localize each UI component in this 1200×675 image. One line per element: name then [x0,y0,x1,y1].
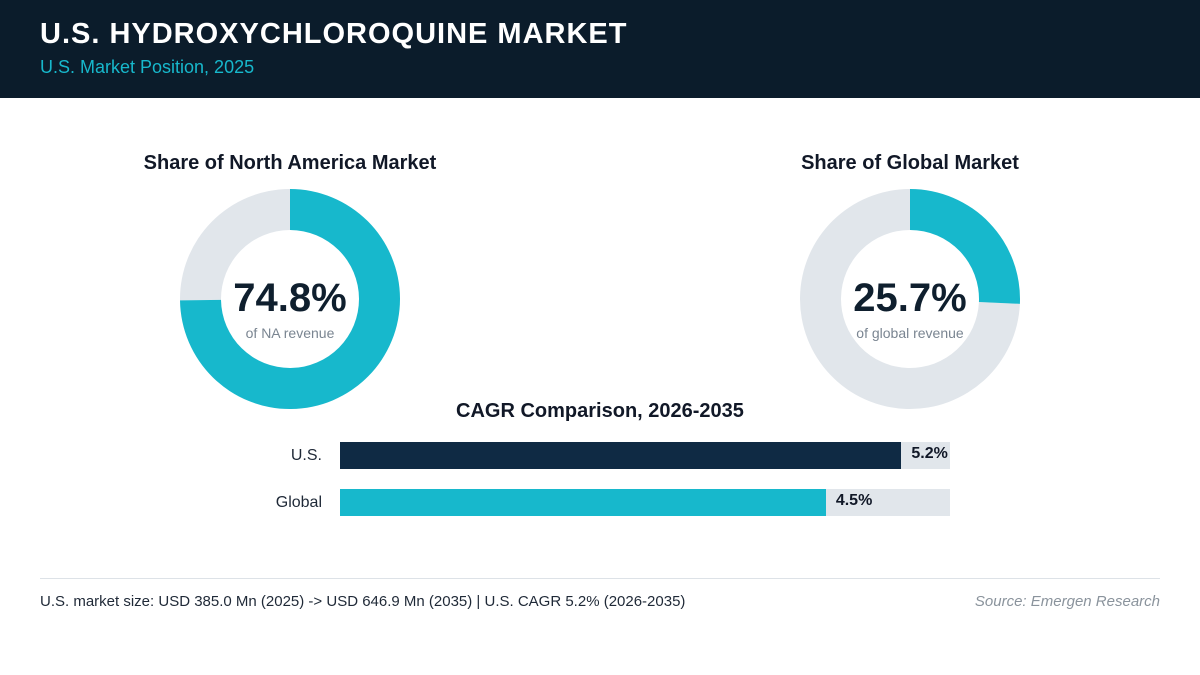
bar-value-global: 4.5% [835,492,873,509]
page-subtitle: U.S. Market Position, 2025 [40,57,255,77]
bar-label-us: U.S. [290,447,322,464]
global-donut-share-slice [910,189,1020,304]
global-share-donut: 25.7% of global revenue [799,188,1021,410]
na-donut-svg [180,189,400,409]
bar-label-global: Global [275,494,322,511]
bar-row-us: U.S. 5.2% [0,442,1200,470]
cagr-chart-title: CAGR Comparison, 2026-2035 [456,400,744,422]
na-share-value: 74.8% [233,276,347,320]
footer-note: U.S. market size: USD 385.0 Mn (2025) ->… [40,593,686,610]
global-share-caption: of global revenue [856,325,964,341]
global-share-value: 25.7% [853,276,967,320]
header-banner: U.S. HYDROXYCHLOROQUINE MARKET U.S. Mark… [0,0,1200,98]
bar-track-global: 4.5% [340,489,950,516]
global-donut-remainder-slice [800,189,1020,409]
bar-track-us: 5.2% [340,442,950,469]
bar-row-global: Global 4.5% [0,489,1200,517]
bar-value-us: 5.2% [911,445,948,462]
na-share-caption: of NA revenue [245,325,335,341]
na-donut-share-slice [180,189,400,409]
footer-divider [40,578,1160,579]
na-donut-title: Share of North America Market [143,152,437,174]
source-credit: Source: Emergen Research [974,593,1160,610]
global-donut-title: Share of Global Market [801,152,1019,174]
global-donut-svg [800,189,1020,409]
na-share-donut: 74.8% of NA revenue [179,188,401,410]
page-title: U.S. HYDROXYCHLOROQUINE MARKET [40,18,628,50]
na-donut-remainder-slice [180,189,290,301]
bar-global [340,489,826,516]
bar-us [340,442,902,469]
